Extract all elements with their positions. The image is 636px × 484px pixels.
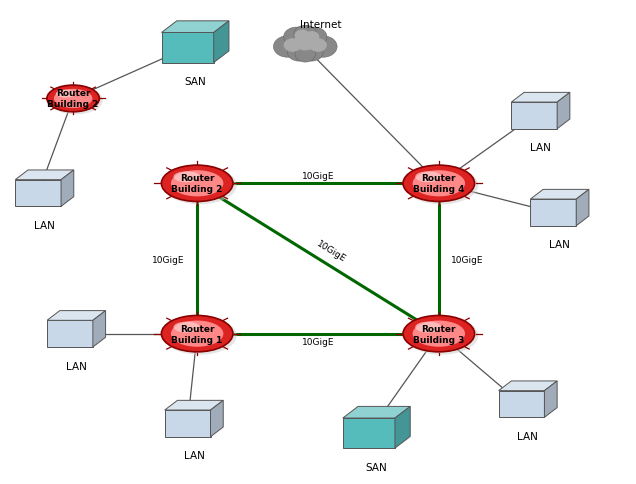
Text: Router
Building 2: Router Building 2 [48, 89, 99, 109]
Text: Router
Building 2: Router Building 2 [172, 174, 223, 194]
Text: 10GigE: 10GigE [301, 338, 335, 347]
Polygon shape [511, 103, 557, 129]
Polygon shape [211, 401, 223, 437]
Ellipse shape [403, 316, 474, 352]
Text: LAN: LAN [184, 450, 204, 460]
Circle shape [294, 34, 317, 51]
Text: SAN: SAN [366, 462, 387, 472]
Ellipse shape [403, 166, 474, 202]
Text: LAN: LAN [550, 240, 570, 250]
Ellipse shape [163, 317, 237, 355]
Polygon shape [544, 381, 557, 417]
Ellipse shape [56, 91, 75, 98]
Ellipse shape [413, 321, 465, 347]
Ellipse shape [162, 316, 233, 352]
Ellipse shape [415, 322, 441, 333]
Ellipse shape [171, 321, 223, 347]
Text: 10GigE: 10GigE [451, 256, 484, 264]
Text: Internet: Internet [300, 20, 342, 30]
Text: SAN: SAN [184, 77, 206, 87]
Polygon shape [214, 22, 229, 63]
Circle shape [286, 30, 324, 59]
Ellipse shape [413, 171, 465, 197]
Circle shape [309, 37, 337, 58]
Ellipse shape [163, 167, 237, 205]
Polygon shape [511, 93, 570, 103]
Ellipse shape [162, 166, 233, 202]
Ellipse shape [174, 172, 200, 183]
Ellipse shape [415, 172, 441, 183]
Polygon shape [499, 391, 544, 417]
Circle shape [300, 45, 323, 62]
Polygon shape [93, 311, 106, 348]
Text: LAN: LAN [34, 221, 55, 230]
Polygon shape [162, 33, 214, 63]
Ellipse shape [54, 90, 92, 109]
Text: 10GigE: 10GigE [152, 256, 185, 264]
Circle shape [284, 28, 309, 47]
Ellipse shape [47, 86, 99, 113]
Ellipse shape [404, 167, 478, 205]
Circle shape [294, 30, 310, 42]
Circle shape [273, 37, 301, 58]
Polygon shape [15, 181, 61, 207]
Text: LAN: LAN [530, 143, 551, 153]
Polygon shape [395, 407, 410, 448]
Polygon shape [557, 93, 570, 129]
Ellipse shape [174, 322, 200, 333]
Polygon shape [15, 171, 74, 181]
Ellipse shape [171, 171, 223, 197]
Text: LAN: LAN [518, 431, 538, 441]
Polygon shape [576, 190, 589, 227]
Ellipse shape [404, 317, 478, 355]
Polygon shape [47, 320, 93, 348]
Circle shape [287, 45, 310, 62]
Text: Router
Building 3: Router Building 3 [413, 324, 464, 344]
Circle shape [295, 47, 315, 63]
Polygon shape [165, 401, 223, 410]
Text: Router
Building 4: Router Building 4 [413, 174, 464, 194]
Polygon shape [343, 407, 410, 418]
Polygon shape [530, 199, 576, 227]
Polygon shape [162, 22, 229, 33]
Circle shape [284, 39, 301, 53]
Text: 10GigE: 10GigE [315, 239, 347, 264]
Polygon shape [61, 171, 74, 207]
Text: Router
Building 1: Router Building 1 [172, 324, 223, 344]
Polygon shape [499, 381, 557, 391]
Text: LAN: LAN [66, 361, 86, 371]
Circle shape [294, 26, 317, 44]
Text: 10GigE: 10GigE [301, 171, 335, 180]
Circle shape [309, 39, 327, 53]
Polygon shape [165, 410, 211, 437]
Polygon shape [343, 418, 395, 448]
Circle shape [304, 32, 319, 44]
Ellipse shape [48, 87, 103, 115]
Polygon shape [47, 311, 106, 320]
Circle shape [301, 28, 327, 47]
Polygon shape [530, 190, 589, 199]
